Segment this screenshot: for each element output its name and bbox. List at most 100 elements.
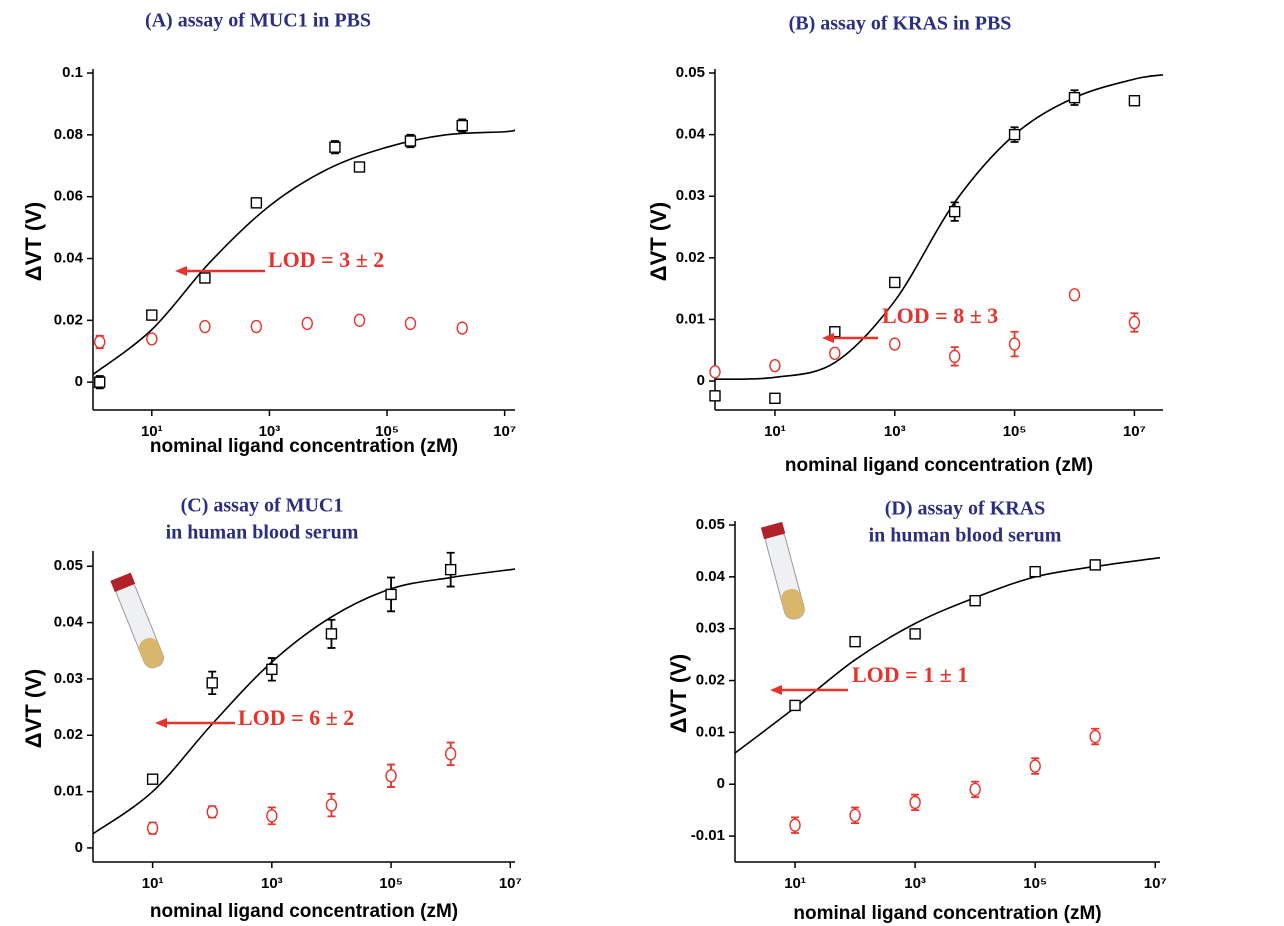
- lod-annotation: LOD = 3 ± 2: [268, 247, 384, 272]
- lod-annotation: LOD = 6 ± 2: [238, 705, 354, 730]
- data-point: [94, 335, 106, 349]
- x-axis-label: nominal ligand concentration (zM): [150, 436, 458, 457]
- data-point: [709, 365, 721, 379]
- x-tick-label: 10¹: [141, 423, 163, 440]
- data-point: [789, 699, 801, 712]
- data-point: [769, 358, 781, 373]
- x-tick-label: 10⁷: [499, 875, 522, 892]
- lod-annotation: LOD = 8 ± 3: [882, 303, 998, 328]
- data-point: [325, 628, 338, 640]
- y-tick-label: 0: [75, 373, 83, 390]
- tube-liquid: [139, 637, 164, 668]
- y-tick-label: 0.04: [676, 126, 706, 143]
- data-point: [1029, 759, 1041, 773]
- data-point: [146, 821, 159, 835]
- panel-title: in human blood serum: [166, 522, 359, 544]
- data-point: [1068, 288, 1081, 302]
- data-point: [266, 809, 278, 823]
- data-point: [266, 663, 278, 676]
- x-tick-label: 10⁵: [1023, 875, 1047, 892]
- data-point: [404, 316, 417, 331]
- data-point: [146, 309, 158, 321]
- y-tick-label: 0.01: [54, 783, 83, 800]
- data-point: [789, 818, 801, 832]
- y-tick-label: 0: [697, 372, 705, 389]
- data-point: [199, 319, 211, 334]
- y-tick-label: 0.04: [54, 249, 84, 266]
- y-tick-label: 0.03: [54, 670, 83, 687]
- x-tick-label: 10⁷: [493, 423, 516, 440]
- data-point: [1128, 95, 1141, 107]
- data-point: [199, 272, 211, 284]
- lod-arrow-head: [770, 685, 782, 695]
- y-tick-label: 0.02: [54, 726, 83, 743]
- data-point: [1008, 337, 1021, 351]
- data-point: [889, 276, 901, 289]
- y-tick-label: 0.02: [696, 672, 725, 689]
- data-point: [250, 319, 263, 334]
- test-tube: [110, 572, 164, 669]
- x-axis-label: nominal ligand concentration (zM): [793, 903, 1101, 924]
- x-tick-label: 10⁵: [379, 875, 403, 892]
- y-tick-label: 0.08: [54, 126, 83, 143]
- data-point: [353, 313, 366, 328]
- data-point: [849, 808, 861, 823]
- y-tick-label: 0.03: [696, 620, 725, 637]
- data-point: [1008, 128, 1021, 141]
- y-tick-label: 0.04: [54, 614, 84, 631]
- data-point: [1029, 565, 1041, 578]
- data-point: [456, 119, 468, 132]
- x-tick-label: 10¹: [142, 875, 164, 892]
- data-point: [948, 205, 961, 218]
- test-tube: [760, 521, 805, 620]
- data-point: [329, 141, 341, 153]
- data-point: [353, 161, 366, 173]
- x-tick-label: 10¹: [784, 875, 806, 892]
- data-point: [1128, 315, 1141, 330]
- y-tick-label: 0.01: [696, 723, 725, 740]
- y-tick-label: 0: [717, 775, 725, 792]
- data-point: [385, 769, 397, 783]
- data-point: [325, 798, 338, 812]
- panel-title: (D) assay of KRAS: [885, 498, 1046, 520]
- data-point: [769, 392, 781, 404]
- y-axis-label: ΔVT (V): [21, 669, 46, 748]
- y-tick-label: 0.03: [676, 187, 705, 204]
- data-point: [1089, 729, 1101, 744]
- y-tick-label: 0.04: [696, 568, 726, 585]
- y-tick-label: 0.02: [54, 311, 83, 328]
- y-tick-label: 0.05: [696, 516, 725, 533]
- lod-annotation: LOD = 1 ± 1: [852, 662, 968, 687]
- data-point: [1068, 91, 1081, 104]
- data-point: [250, 197, 263, 209]
- tube-cap: [110, 572, 136, 593]
- x-tick-label: 10³: [884, 423, 906, 440]
- x-tick-label: 10³: [259, 423, 281, 440]
- data-point: [969, 594, 981, 607]
- lod-arrow-head: [822, 333, 834, 343]
- data-point: [829, 346, 841, 361]
- data-point: [909, 795, 921, 810]
- data-point: [889, 337, 901, 351]
- data-point: [444, 563, 457, 576]
- data-point: [206, 677, 218, 689]
- data-point: [404, 135, 417, 147]
- panel-title: in human blood serum: [869, 525, 1062, 547]
- data-point: [206, 805, 218, 819]
- data-point: [1089, 559, 1101, 571]
- data-point: [444, 747, 457, 761]
- panel-title: (C) assay of MUC1: [181, 495, 344, 517]
- data-point: [969, 782, 981, 797]
- y-tick-label: 0.05: [54, 557, 83, 574]
- x-tick-label: 10⁵: [1003, 423, 1027, 440]
- data-point: [456, 321, 468, 335]
- y-tick-label: 0.01: [676, 310, 705, 327]
- tube-liquid: [781, 588, 805, 620]
- data-point: [948, 349, 961, 364]
- tube-cap: [760, 521, 786, 540]
- y-axis-label: ΔVT (V): [646, 202, 671, 281]
- fit-curve: [92, 568, 516, 835]
- lod-arrow-head: [175, 266, 187, 276]
- x-tick-label: 10¹: [764, 423, 786, 440]
